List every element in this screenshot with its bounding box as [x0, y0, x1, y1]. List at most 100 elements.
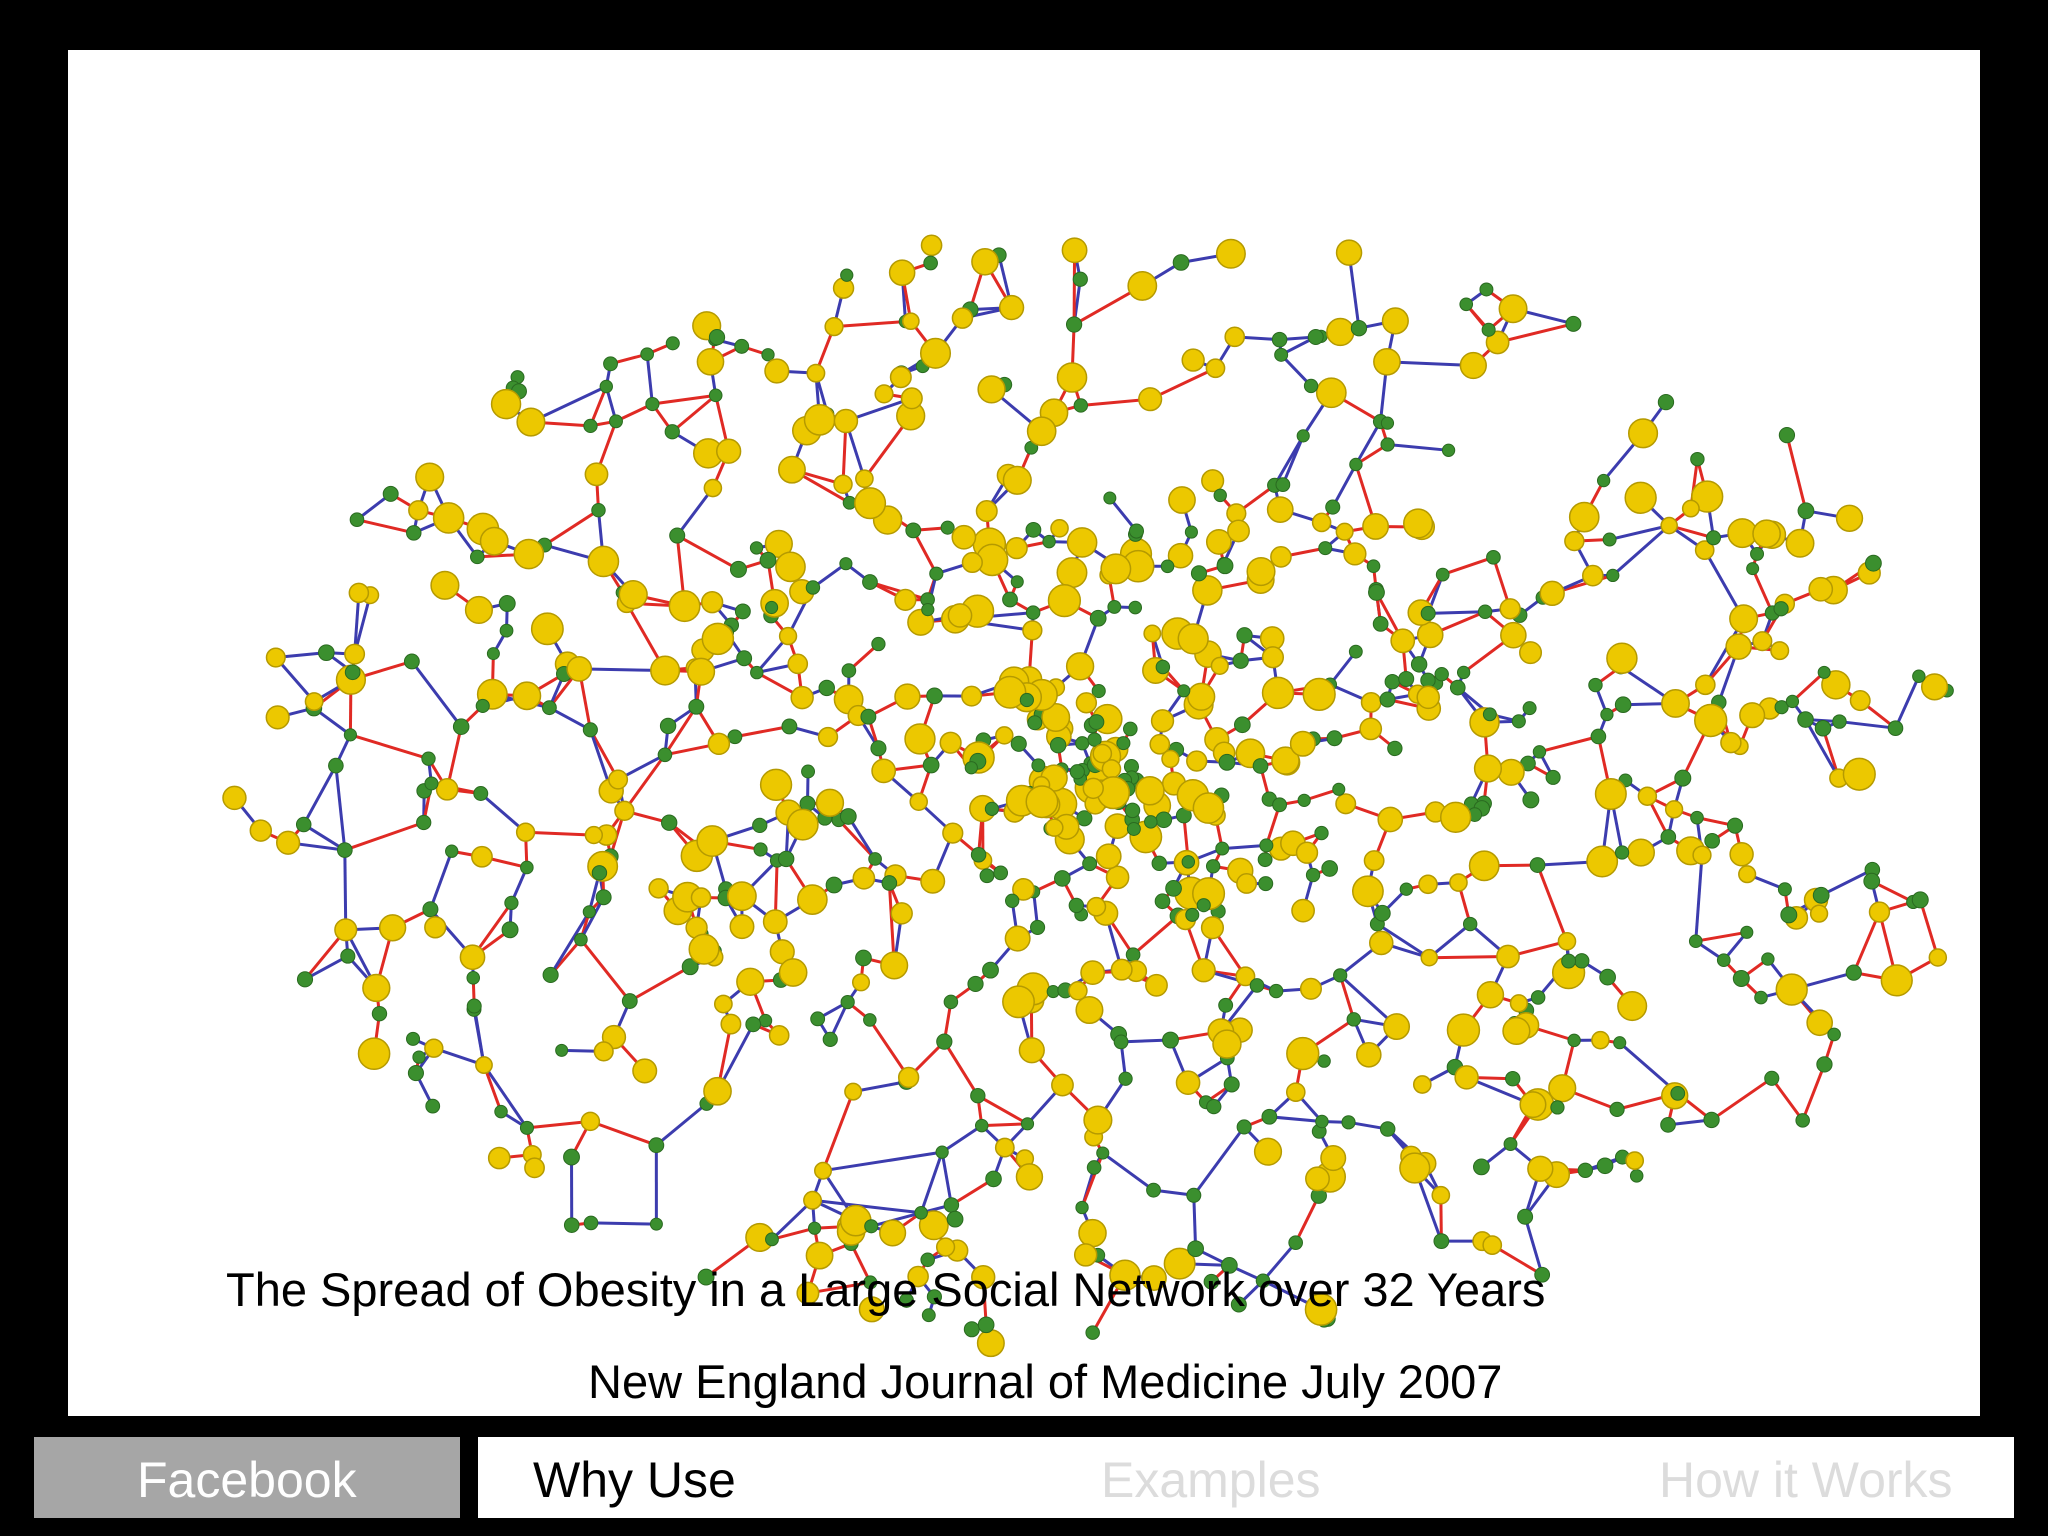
- network-node: [681, 958, 699, 976]
- network-node: [894, 588, 917, 611]
- network-node: [1496, 944, 1520, 969]
- network-node: [1304, 1293, 1338, 1326]
- network-node: [909, 792, 928, 811]
- network-node: [1042, 534, 1056, 549]
- network-node: [1545, 769, 1561, 785]
- network-node: [1379, 691, 1396, 708]
- network-node: [1146, 1182, 1161, 1198]
- network-node: [1150, 709, 1175, 733]
- network-node: [979, 868, 995, 884]
- network-node: [1435, 567, 1450, 582]
- network-node: [1297, 793, 1311, 808]
- network-node: [1022, 620, 1043, 641]
- network-node: [1144, 815, 1158, 829]
- network-edge: [589, 1119, 657, 1147]
- network-node: [729, 560, 747, 578]
- network-edge: [1694, 854, 1704, 942]
- network-node: [334, 918, 358, 942]
- network-node: [487, 1146, 511, 1170]
- network-node: [407, 1065, 424, 1082]
- network-node: [1192, 575, 1223, 606]
- network-node: [563, 1217, 580, 1233]
- network-node: [880, 951, 909, 980]
- network-node: [727, 729, 743, 745]
- network-node: [749, 541, 764, 555]
- nav-tab[interactable]: Why Use: [533, 1452, 736, 1508]
- network-node: [762, 909, 788, 935]
- network-node: [1456, 665, 1471, 680]
- network-edge: [1386, 360, 1474, 368]
- network-edge: [940, 1151, 953, 1206]
- network-node: [1670, 1086, 1686, 1101]
- network-node: [1275, 477, 1291, 492]
- network-node: [1123, 721, 1138, 737]
- network-node: [265, 647, 286, 668]
- network-node: [584, 462, 609, 487]
- network-node: [852, 866, 876, 890]
- network-node: [879, 1219, 907, 1247]
- network-node: [839, 808, 857, 825]
- network-node: [659, 717, 677, 735]
- network-node: [971, 247, 999, 276]
- network-edge: [1751, 568, 1774, 614]
- network-node: [964, 761, 978, 775]
- network-node: [1806, 1009, 1834, 1037]
- nav-tab[interactable]: How it Works: [1659, 1452, 1953, 1508]
- network-node: [894, 683, 921, 710]
- network-node: [810, 1011, 826, 1027]
- network-node: [881, 875, 898, 891]
- network-node: [1368, 584, 1385, 601]
- network-edge: [1609, 524, 1670, 541]
- network-node: [1746, 562, 1760, 576]
- network-node: [1482, 1235, 1503, 1255]
- network-node: [1286, 1036, 1320, 1071]
- network-node: [1500, 621, 1527, 649]
- network-node: [1418, 874, 1438, 895]
- network-node: [1691, 480, 1724, 513]
- network-node: [1082, 856, 1098, 872]
- network-edge: [1804, 718, 1841, 779]
- network-node: [1928, 948, 1948, 967]
- network-node: [362, 973, 391, 1003]
- network-edge: [1192, 1195, 1198, 1249]
- network-node: [1080, 960, 1106, 986]
- network-node: [516, 407, 546, 437]
- network-node: [734, 603, 751, 620]
- network-node: [1485, 330, 1510, 355]
- network-node: [1205, 859, 1221, 874]
- network-edge: [1294, 1195, 1321, 1244]
- network-node: [296, 971, 314, 988]
- network-node: [768, 1024, 790, 1046]
- network-edge: [812, 1198, 922, 1215]
- network-node: [935, 1237, 956, 1257]
- network-node: [868, 852, 882, 866]
- network-edge: [1820, 868, 1874, 897]
- network-node: [1004, 925, 1031, 952]
- network-node: [1664, 800, 1684, 819]
- network-node: [825, 876, 843, 894]
- network-node: [696, 347, 725, 376]
- network-edge: [1080, 1152, 1105, 1209]
- network-node: [632, 1058, 658, 1084]
- network-node: [1366, 559, 1381, 573]
- network-node: [1105, 865, 1130, 890]
- network-node: [707, 732, 731, 756]
- network-node: [501, 921, 519, 939]
- network-node: [708, 388, 723, 403]
- network-node: [1315, 377, 1347, 409]
- network-node: [1606, 568, 1620, 583]
- slide-panel: [68, 50, 1980, 1416]
- network-node: [304, 692, 324, 711]
- network-node: [1816, 1056, 1833, 1073]
- network-node: [920, 1252, 935, 1268]
- nav-tab[interactable]: Examples: [1101, 1452, 1321, 1508]
- network-node: [1086, 896, 1107, 917]
- network-edge: [837, 818, 877, 860]
- network-node: [736, 650, 753, 667]
- network-node: [967, 975, 984, 993]
- nav-tab[interactable]: Facebook: [137, 1452, 357, 1508]
- network-node: [1381, 307, 1409, 335]
- network-edge: [645, 354, 654, 405]
- network-node: [328, 757, 344, 774]
- network-node: [563, 1148, 580, 1166]
